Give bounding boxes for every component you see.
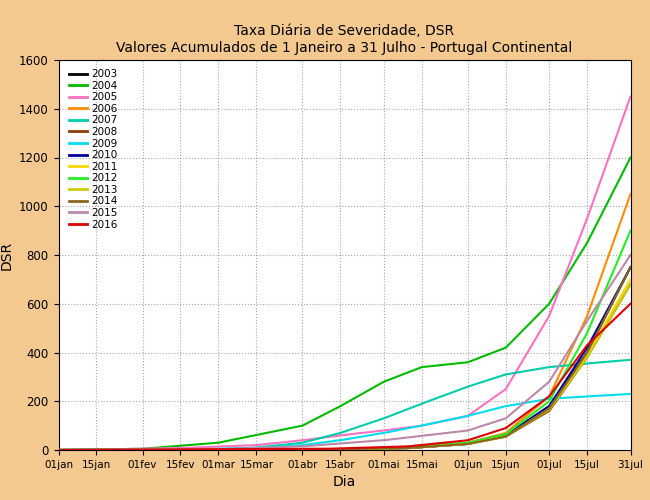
Y-axis label: DSR: DSR	[0, 240, 14, 270]
Legend: 2003, 2004, 2005, 2006, 2007, 2008, 2009, 2010, 2011, 2012, 2013, 2014, 2015, 20: 2003, 2004, 2005, 2006, 2007, 2008, 2009…	[66, 67, 120, 232]
Title: Taxa Diária de Severidade, DSR
Valores Acumulados de 1 Janeiro a 31 Julho - Port: Taxa Diária de Severidade, DSR Valores A…	[116, 24, 573, 54]
X-axis label: Dia: Dia	[333, 476, 356, 490]
